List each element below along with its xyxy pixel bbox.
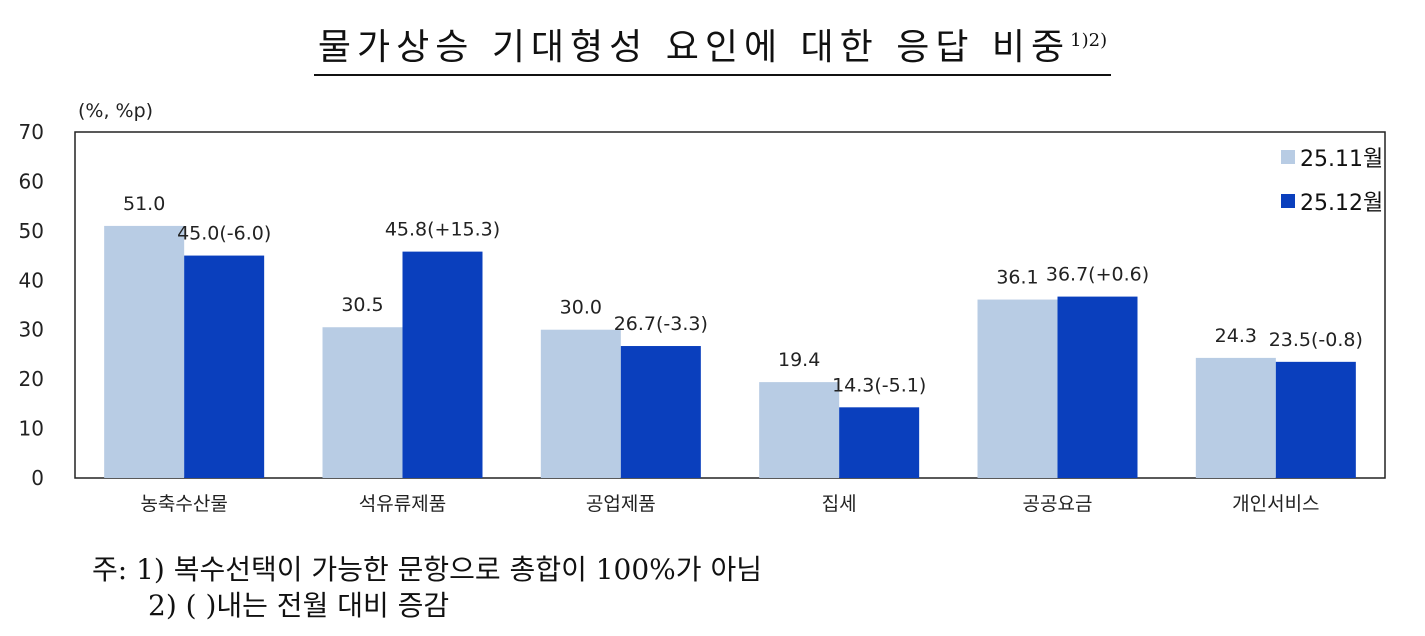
y-tick-label: 40 [19,268,44,292]
chart-title-superscript: 1)2) [1070,30,1108,51]
y-tick-label: 50 [19,219,44,243]
footnote-1: 주: 1) 복수선택이 가능한 문항으로 총합이 100%가 아님 [92,553,762,586]
footnote-2: 2) ( )내는 전월 대비 증감 [148,589,450,622]
legend: 25.11월 25.12월 [1281,147,1383,216]
bar-chart: (%, %p) 0 10 20 30 40 50 60 70 51.0 45.0(-6.0) 30… [19,100,1386,515]
x-axis-labels: 농축수산물 석유류제품 공업제품 집세 공공요금 개인서비스 [140,493,1319,515]
bar-value-label: 23.5(-0.8) [1269,329,1363,351]
y-axis-ticks: 0 10 20 30 40 50 60 70 [19,120,44,490]
bar-dec [402,251,483,478]
bar-value-label: 14.3(-5.1) [832,374,926,396]
bar-nov [104,225,185,478]
bar-nov [540,329,621,478]
bar-nov [759,382,840,478]
y-tick-label: 0 [31,466,44,490]
bar-dec [1057,296,1138,478]
bar-value-label: 45.8(+15.3) [385,219,500,241]
legend-swatch [1281,194,1295,208]
legend-label: 25.11월 [1300,147,1383,172]
bar-nov [977,299,1058,478]
bar-value-label: 24.3 [1215,325,1257,347]
x-category-label: 석유류제품 [359,493,446,515]
bar-dec [1275,361,1356,478]
y-tick-label: 30 [19,318,44,342]
y-tick-label: 70 [19,120,44,144]
bar-value-label: 45.0(-6.0) [177,223,271,245]
plot-frame [74,131,1386,479]
legend-swatch [1281,150,1295,164]
x-category-label: 공공요금 [1023,493,1093,515]
x-category-label: 개인서비스 [1232,493,1319,515]
bars-group [104,225,1356,478]
y-tick-label: 60 [19,169,44,193]
chart-title-text: 물가상승 기대형성 요인에 대한 응답 비중 [317,27,1071,68]
bar-dec [620,346,701,478]
bar-dec [184,255,265,478]
bar-labels-group: 51.0 45.0(-6.0) 30.5 45.8(+15.3) 30.0 26.7(-3… [123,193,1363,396]
bar-value-label: 30.0 [560,297,602,319]
legend-label: 25.12월 [1300,191,1383,216]
bar-value-label: 51.0 [123,193,165,215]
bar-nov [1195,357,1276,478]
bar-value-label: 36.1 [996,267,1038,289]
bar-nov [322,327,403,478]
y-unit-label: (%, %p) [78,100,153,122]
bar-dec [839,407,920,478]
y-tick-label: 10 [19,417,44,441]
bar-value-label: 19.4 [778,349,820,371]
bar-value-label: 36.7(+0.6) [1046,264,1149,286]
bar-value-label: 30.5 [341,294,383,316]
bar-value-label: 26.7(-3.3) [614,313,708,335]
chart-title-wrap: 물가상승 기대형성 요인에 대한 응답 비중1)2) [0,18,1425,76]
x-category-label: 집세 [822,493,857,515]
y-tick-label: 20 [19,367,44,391]
chart-title: 물가상승 기대형성 요인에 대한 응답 비중1)2) [313,18,1112,76]
x-category-label: 공업제품 [586,493,656,515]
x-category-label: 농축수산물 [140,493,227,515]
